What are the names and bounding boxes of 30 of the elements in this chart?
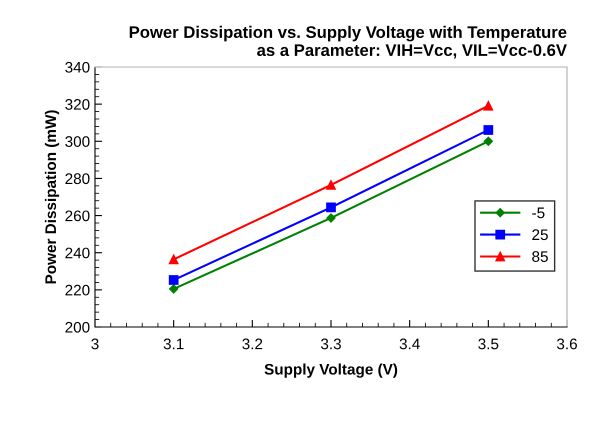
y-tick-label: 200: [65, 322, 90, 333]
point: [168, 275, 179, 285]
x-axis-title: Supply Voltage (V): [264, 363, 398, 378]
point: [326, 213, 336, 223]
y-tick-label: 240: [65, 248, 90, 258]
y-tick-label: 320: [65, 99, 90, 110]
x-tick-label: 3: [91, 338, 99, 350]
x-tick-label: 3.1: [164, 338, 184, 350]
point: [483, 100, 494, 111]
legend-label: -5: [532, 208, 544, 218]
point: [168, 254, 179, 264]
legend-label: 85: [532, 251, 548, 262]
x-tick-label: 3.6: [556, 338, 577, 350]
y-tick-label: 260: [65, 210, 90, 222]
point: [169, 284, 178, 294]
chart-title: Power Dissipation vs. Supply Voltage with Temperature as a Parameter: VIH=Vcc, VIL=Vcc-0.6V: [130, 26, 567, 58]
y-tick-label: 220: [65, 284, 90, 296]
y-axis-title: Power Dissipation (mW): [44, 110, 60, 284]
point: [483, 125, 494, 135]
point: [484, 136, 493, 146]
y-tick-label: 280: [65, 173, 90, 184]
point: [326, 180, 336, 190]
x-tick-label: 3.2: [242, 338, 262, 350]
x-tick-label: 3.4: [400, 338, 420, 350]
point: [326, 202, 336, 212]
y-tick-label: 340: [65, 62, 90, 73]
x-tick-label: 3.3: [320, 338, 341, 350]
legend-label: 25: [532, 229, 548, 240]
y-tick-label: 300: [65, 136, 90, 147]
x-tick-label: 3.5: [478, 338, 498, 350]
